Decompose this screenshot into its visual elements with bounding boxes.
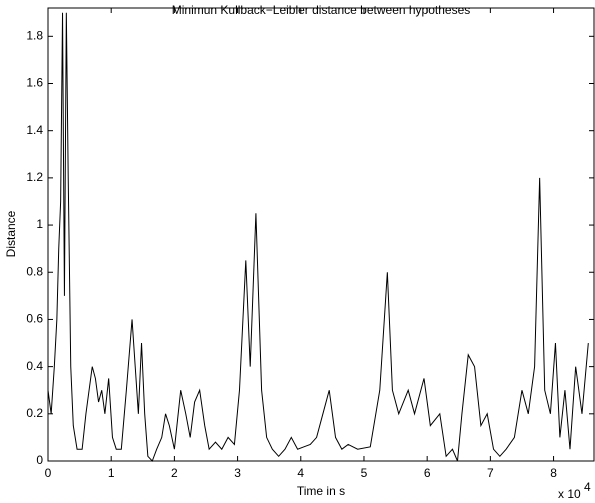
x-tick-label: 2 bbox=[171, 466, 178, 480]
x-tick-label: 8 bbox=[550, 466, 557, 480]
x-axis-label: Time in s bbox=[297, 484, 345, 498]
x-tick-label: 1 bbox=[108, 466, 115, 480]
x-tick-label: 4 bbox=[297, 466, 304, 480]
y-tick-label: 1.6 bbox=[26, 76, 43, 90]
y-tick-label: 0.4 bbox=[26, 359, 43, 373]
x-multiplier: x 10 bbox=[558, 487, 581, 501]
x-tick-label: 5 bbox=[361, 466, 368, 480]
y-tick-label: 0 bbox=[36, 453, 43, 467]
chart-title: Minimun Kullback−Leibler distance betwee… bbox=[172, 3, 471, 17]
y-tick-label: 1.2 bbox=[26, 170, 43, 184]
y-tick-label: 1.8 bbox=[26, 28, 43, 42]
axes-box bbox=[47, 7, 595, 462]
y-tick-label: 0.6 bbox=[26, 312, 43, 326]
y-tick-label: 1.4 bbox=[26, 123, 43, 137]
x-tick-label: 6 bbox=[424, 466, 431, 480]
y-tick-label: 0.8 bbox=[26, 264, 43, 278]
y-tick-label: 1 bbox=[36, 217, 43, 231]
y-tick-label: 0.2 bbox=[26, 406, 43, 420]
x-tick-label: 3 bbox=[234, 466, 241, 480]
data-line bbox=[47, 12, 589, 462]
x-tick-label: 0 bbox=[45, 466, 52, 480]
y-axis-label: Distance bbox=[4, 210, 18, 257]
x-multiplier-exponent: 4 bbox=[584, 480, 591, 494]
x-tick-label: 7 bbox=[487, 466, 494, 480]
